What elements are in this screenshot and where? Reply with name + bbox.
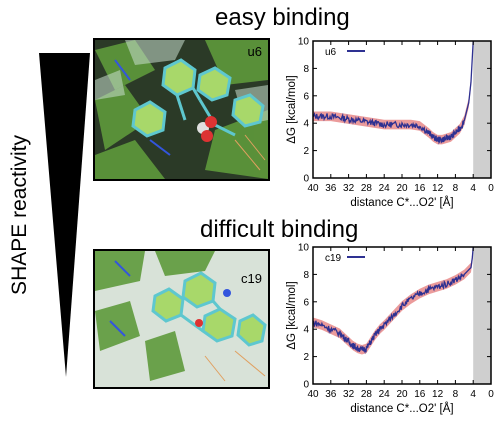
panel-2-heading: difficult binding [200, 216, 359, 243]
plot-frame [312, 246, 492, 385]
y-tick-label: 4 [303, 325, 309, 336]
series-line-c19 [312, 246, 474, 355]
x-tick-label: 40 [307, 183, 319, 194]
panel-1-heading: easy binding [215, 4, 350, 31]
x-tick-label: 40 [307, 389, 319, 400]
x-tick-label: 0 [488, 183, 494, 194]
x-tick-label: 8 [453, 183, 459, 194]
x-tick-label: 12 [432, 183, 444, 194]
y-tick-label: 10 [298, 37, 310, 48]
x-tick-label: 28 [361, 183, 373, 194]
reactivity-triangle-icon [39, 53, 90, 377]
shape-reactivity-label: SHAPE reactivity [8, 135, 31, 295]
panel-1-image-label: u6 [247, 44, 262, 59]
x-tick-label: 28 [361, 389, 373, 400]
y-axis-label: ΔG [kcal/mol] [286, 75, 298, 143]
shaded-region [473, 247, 491, 384]
error-band [313, 41, 474, 145]
shaded-region [473, 41, 491, 178]
x-tick-label: 0 [488, 389, 494, 400]
molecular-structure-icon [95, 40, 268, 179]
x-tick-label: 4 [470, 389, 476, 400]
x-tick-label: 36 [325, 389, 337, 400]
series-line-u6 [312, 40, 474, 145]
x-tick-label: 8 [453, 389, 459, 400]
y-tick-label: 10 [298, 243, 310, 254]
y-tick-label: 0 [303, 380, 309, 391]
y-tick-label: 4 [303, 119, 309, 130]
molecular-structure-c19-icon: c19 [93, 249, 270, 389]
legend-label: u6 [325, 47, 337, 58]
x-tick-label: 16 [414, 183, 426, 194]
x-tick-label: 32 [343, 183, 355, 194]
y-tick-label: 6 [303, 91, 309, 102]
shape-reactivity-text: SHAPE reactivity [8, 135, 31, 295]
x-tick-label: 32 [343, 389, 355, 400]
y-tick-label: 2 [303, 352, 309, 363]
x-tick-label: 24 [379, 183, 391, 194]
x-tick-label: 16 [414, 389, 426, 400]
y-tick-label: 2 [303, 146, 309, 157]
y-tick-label: 8 [303, 270, 309, 281]
x-tick-label: 20 [396, 389, 408, 400]
y-axis-label: ΔG [kcal/mol] [286, 281, 298, 349]
y-tick-label: 8 [303, 64, 309, 75]
x-tick-label: 20 [396, 183, 408, 194]
y-tick-label: 6 [303, 297, 309, 308]
x-tick-label: 4 [470, 183, 476, 194]
x-tick-label: 24 [379, 389, 391, 400]
x-axis-label: distance C*...O2' [Å] [350, 196, 453, 209]
molecular-structure-u6-icon: u6 [93, 38, 270, 181]
panel-2-image-label: c19 [241, 271, 262, 286]
molecular-structure-icon [95, 251, 268, 387]
x-tick-label: 12 [432, 389, 444, 400]
legend-label: c19 [325, 253, 342, 264]
x-tick-label: 36 [325, 183, 337, 194]
x-axis-label: distance C*...O2' [Å] [350, 402, 453, 415]
y-tick-label: 0 [303, 174, 309, 185]
